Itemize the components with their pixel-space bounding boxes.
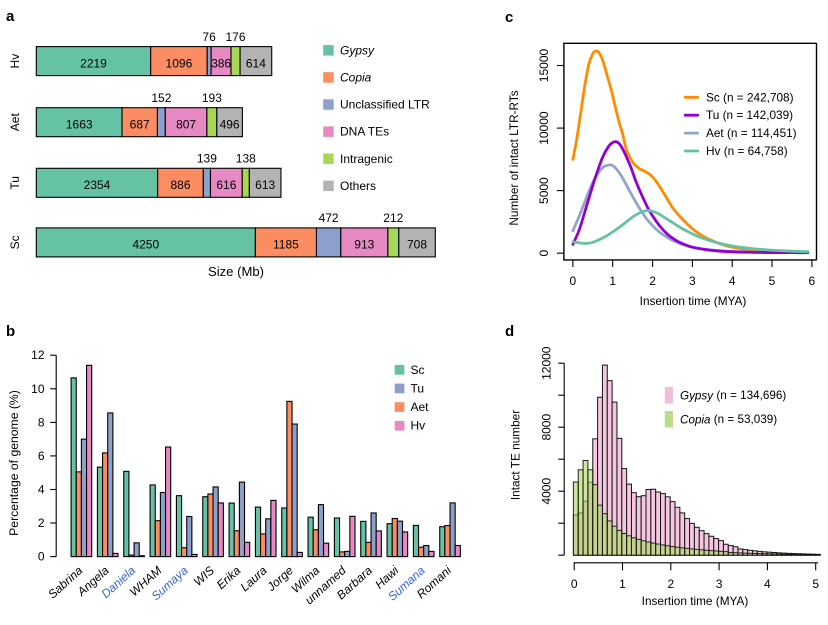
svg-text:Aet: Aet [8, 113, 22, 132]
svg-text:807: 807 [176, 118, 196, 132]
svg-text:0: 0 [38, 550, 45, 564]
svg-text:Aet (n = 114,451): Aet (n = 114,451) [706, 126, 797, 140]
svg-text:913: 913 [354, 238, 374, 252]
svg-text:152: 152 [151, 91, 171, 105]
svg-text:DNA TEs: DNA TEs [340, 125, 389, 139]
svg-text:Gypsy: Gypsy [340, 43, 375, 57]
svg-text:d: d [505, 323, 514, 340]
svg-text:10: 10 [31, 382, 45, 396]
svg-text:a: a [6, 8, 15, 25]
svg-text:12000: 12000 [540, 346, 554, 380]
svg-text:3: 3 [689, 274, 696, 288]
svg-text:Unclassified LTR: Unclassified LTR [340, 98, 430, 112]
svg-text:496: 496 [220, 118, 240, 132]
svg-text:Copia: Copia [340, 71, 372, 85]
svg-text:176: 176 [225, 30, 245, 44]
svg-text:Tu: Tu [8, 176, 22, 190]
svg-text:1185: 1185 [273, 238, 299, 252]
svg-text:138: 138 [236, 152, 256, 166]
svg-text:886: 886 [170, 178, 190, 192]
svg-text:5: 5 [769, 274, 776, 288]
svg-text:4: 4 [38, 483, 45, 497]
svg-text:0: 0 [537, 250, 551, 257]
svg-text:Insertion time (MYA): Insertion time (MYA) [642, 594, 749, 608]
svg-text:Copia (n = 53,039): Copia (n = 53,039) [680, 413, 777, 426]
svg-text:6: 6 [38, 449, 45, 463]
svg-text:76: 76 [202, 30, 216, 44]
svg-text:2219: 2219 [80, 56, 107, 70]
svg-text:Number of intact LTR-RTs: Number of intact LTR-RTs [507, 90, 521, 225]
svg-text:b: b [6, 323, 15, 340]
svg-text:212: 212 [383, 211, 403, 225]
svg-text:8: 8 [38, 415, 45, 429]
svg-text:4: 4 [764, 577, 771, 591]
svg-text:15000: 15000 [537, 48, 551, 82]
svg-text:616: 616 [216, 178, 236, 192]
svg-text:4: 4 [729, 274, 736, 288]
svg-text:Tu: Tu [411, 382, 425, 396]
svg-text:1: 1 [609, 274, 616, 288]
svg-text:613: 613 [255, 178, 275, 192]
svg-text:5000: 5000 [537, 177, 551, 204]
svg-text:c: c [505, 9, 513, 26]
svg-text:3: 3 [716, 577, 723, 591]
svg-text:2: 2 [649, 274, 656, 288]
svg-text:139: 139 [197, 152, 217, 166]
svg-text:614: 614 [246, 56, 266, 70]
svg-text:Hv: Hv [8, 54, 22, 69]
svg-text:Aet: Aet [411, 400, 430, 414]
svg-text:1: 1 [619, 577, 626, 591]
svg-text:Gypsy (n = 134,696): Gypsy (n = 134,696) [680, 389, 786, 402]
svg-text:687: 687 [130, 118, 150, 132]
svg-text:Size (Mb): Size (Mb) [208, 264, 264, 279]
svg-text:Insertion time (MYA): Insertion time (MYA) [640, 294, 747, 308]
svg-text:386: 386 [211, 56, 231, 70]
svg-text:10000: 10000 [537, 111, 551, 145]
svg-text:2: 2 [38, 516, 45, 530]
svg-text:1663: 1663 [66, 118, 93, 132]
svg-text:0: 0 [570, 274, 577, 288]
svg-text:4000: 4000 [540, 478, 554, 505]
svg-text:193: 193 [202, 91, 222, 105]
svg-text:2: 2 [667, 577, 674, 591]
svg-text:Sc (n = 242,708): Sc (n = 242,708) [706, 90, 794, 104]
svg-text:Intact TE number: Intact TE number [509, 410, 523, 500]
svg-text:6: 6 [809, 274, 816, 288]
svg-text:12: 12 [31, 348, 45, 362]
svg-text:Hv: Hv [411, 419, 426, 433]
svg-text:472: 472 [319, 211, 339, 225]
svg-text:0: 0 [571, 577, 578, 591]
svg-text:Others: Others [340, 179, 376, 193]
svg-text:Tu (n = 142,039): Tu (n = 142,039) [706, 108, 793, 122]
svg-text:Sc: Sc [411, 363, 425, 377]
svg-text:Sc: Sc [8, 235, 22, 249]
svg-text:2354: 2354 [84, 178, 111, 192]
svg-text:4250: 4250 [132, 238, 159, 252]
svg-text:8000: 8000 [540, 414, 554, 441]
svg-text:Hv (n = 64,758): Hv (n = 64,758) [706, 144, 788, 158]
svg-text:708: 708 [407, 238, 427, 252]
svg-text:5: 5 [812, 577, 819, 591]
svg-text:Intragenic: Intragenic [340, 152, 393, 166]
svg-text:Percentage of genome (%): Percentage of genome (%) [7, 390, 21, 536]
svg-text:1096: 1096 [166, 56, 193, 70]
